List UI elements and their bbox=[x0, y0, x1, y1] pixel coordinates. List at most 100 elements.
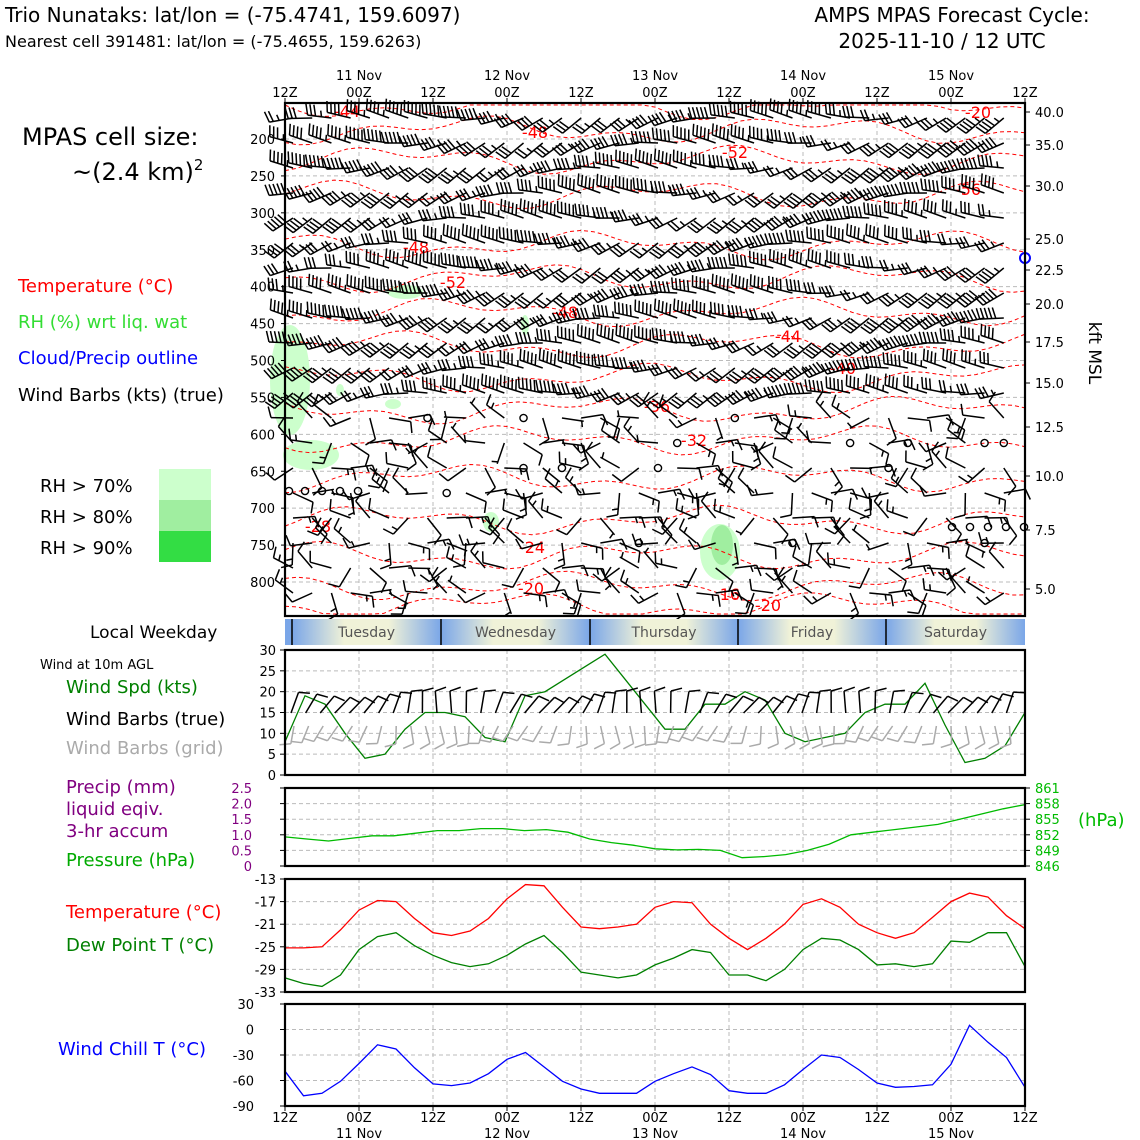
barb-half-flag bbox=[333, 242, 339, 249]
wind-barb bbox=[532, 314, 563, 328]
barb-flag bbox=[267, 264, 275, 275]
wind-barb bbox=[436, 191, 467, 205]
barb-flag bbox=[974, 388, 982, 399]
barb-flag bbox=[925, 377, 928, 390]
barb-flag bbox=[599, 175, 603, 187]
barb-flag bbox=[457, 593, 466, 604]
wind-barb bbox=[822, 725, 835, 748]
barb-staff bbox=[926, 542, 949, 549]
wind-barb bbox=[397, 365, 428, 379]
barb-flag bbox=[661, 517, 669, 528]
wind-barb bbox=[556, 325, 582, 344]
barb-flag bbox=[708, 191, 718, 202]
barb-half-flag bbox=[730, 440, 735, 447]
barb-staff bbox=[714, 417, 724, 440]
barb-staff bbox=[981, 242, 1005, 253]
barb-half-flag bbox=[554, 335, 557, 343]
barb-flag bbox=[389, 230, 394, 242]
barb-flag bbox=[463, 321, 474, 329]
barb-flag bbox=[674, 396, 685, 404]
barb-flag bbox=[613, 301, 617, 313]
barb-flag bbox=[565, 176, 568, 189]
barb-staff bbox=[869, 465, 892, 469]
barb-flag bbox=[517, 148, 528, 157]
barb-staff bbox=[600, 117, 621, 134]
wind-barb bbox=[388, 417, 413, 434]
barb-flag bbox=[900, 168, 910, 179]
barb-flag bbox=[962, 120, 973, 129]
wind-barb bbox=[434, 725, 446, 750]
barb-flag bbox=[497, 116, 506, 127]
barb-flag bbox=[615, 689, 627, 692]
barb-staff bbox=[578, 590, 601, 594]
wind-barb bbox=[888, 689, 905, 714]
barb-flag bbox=[766, 347, 777, 356]
barb-flag bbox=[629, 398, 639, 408]
barb-flag bbox=[827, 345, 838, 354]
barb-flag bbox=[516, 165, 525, 176]
barb-flag bbox=[562, 612, 575, 615]
barb-half-flag bbox=[948, 237, 953, 245]
barb-flag bbox=[722, 127, 726, 139]
wind-barb bbox=[308, 123, 332, 144]
barb-staff bbox=[808, 440, 831, 444]
barb-staff bbox=[291, 592, 313, 603]
barb-flag bbox=[328, 340, 337, 350]
barb-flag bbox=[964, 350, 967, 362]
weekday-name: Friday bbox=[791, 625, 833, 641]
barb-staff bbox=[946, 567, 966, 581]
wind-barb bbox=[267, 406, 294, 419]
barb-flag bbox=[965, 118, 976, 127]
wind-barb bbox=[398, 166, 428, 183]
barb-flag bbox=[873, 337, 882, 347]
wind-barb bbox=[399, 281, 428, 294]
wind-barb bbox=[495, 181, 524, 195]
barb-flag bbox=[621, 209, 628, 221]
wind-speed-tick-label: 5 bbox=[268, 748, 276, 763]
barb-flag bbox=[479, 323, 490, 332]
barb-flag bbox=[371, 129, 374, 141]
wind-barb bbox=[442, 223, 467, 244]
barb-flag bbox=[475, 150, 486, 159]
bottom-time-label: 12Z bbox=[568, 1111, 594, 1126]
barb-flag bbox=[694, 334, 701, 346]
barb-half-flag bbox=[721, 220, 728, 226]
barb-half-flag bbox=[955, 292, 962, 298]
wind-barb bbox=[537, 175, 563, 194]
barb-staff bbox=[601, 429, 621, 444]
barb-flag bbox=[949, 140, 960, 149]
barb-flag bbox=[770, 217, 780, 227]
barb-flag bbox=[783, 131, 789, 144]
barb-flag bbox=[330, 157, 336, 170]
barb-flag bbox=[506, 228, 509, 240]
barb-flag bbox=[363, 372, 374, 381]
barb-flag bbox=[792, 569, 798, 582]
barb-staff bbox=[931, 450, 947, 469]
wind-barb bbox=[708, 103, 735, 119]
wind-barb bbox=[725, 217, 755, 234]
barb-flag bbox=[661, 181, 666, 193]
barb-flag bbox=[857, 227, 860, 240]
barb-flag bbox=[754, 387, 763, 398]
wind-barb bbox=[575, 350, 601, 369]
barb-flag bbox=[893, 335, 901, 346]
barb-staff bbox=[657, 517, 673, 536]
barb-flag bbox=[984, 268, 995, 277]
barb-flag bbox=[787, 131, 793, 144]
barb-flag bbox=[850, 168, 861, 177]
barb-flag bbox=[294, 185, 302, 197]
barb-flag bbox=[713, 302, 717, 314]
precip-label: Precip (mm) bbox=[66, 777, 176, 798]
barb-staff bbox=[494, 692, 504, 714]
barb-flag bbox=[532, 271, 542, 281]
barb-staff bbox=[573, 592, 582, 615]
barb-flag bbox=[359, 387, 367, 399]
barb-flag bbox=[406, 462, 417, 471]
barb-staff bbox=[441, 116, 466, 119]
barb-flag bbox=[939, 328, 943, 340]
wind-barb bbox=[851, 524, 870, 544]
barb-flag bbox=[981, 204, 985, 216]
barb-flag bbox=[878, 298, 889, 307]
barb-half-flag bbox=[617, 410, 620, 417]
barb-flag bbox=[497, 321, 508, 330]
